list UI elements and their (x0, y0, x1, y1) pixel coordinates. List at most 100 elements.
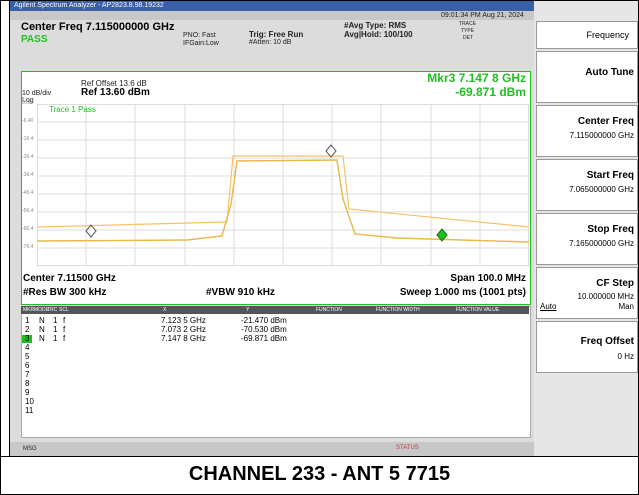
table-cell: 5 (25, 352, 30, 361)
auto-tune: Auto Tune (585, 67, 634, 78)
center: Center 7.11500 GHz (23, 273, 116, 284)
table-cell: 10 (25, 397, 34, 406)
center-freq-label: Center Freq (577, 116, 634, 127)
y-axis-label: -66.4 (22, 226, 34, 232)
y-axis-label: 3.60 (22, 100, 32, 106)
msg: MSG (23, 446, 37, 452)
datetime: 09:01:34 PM Aug 21, 2024 (441, 12, 524, 19)
center-freq-value: 7.115000000 GHz (569, 131, 634, 140)
trace-plot (37, 104, 529, 266)
table-cell: 7.123 5 GHz (161, 316, 206, 325)
table-cell: 1 (53, 334, 58, 343)
selected-row-marker (22, 335, 32, 343)
pno: PNO: Fast (183, 32, 216, 39)
menu-title: Frequency (536, 21, 638, 49)
y-axis-label: -6.40 (22, 118, 34, 124)
marker-freq: Mkr3 7.147 8 GHz (427, 71, 526, 85)
y-axis-label: -56.4 (22, 208, 34, 214)
table-cell: f (63, 316, 66, 325)
table-cell: 1 (53, 316, 58, 325)
toolbar (10, 11, 536, 20)
status: STATUS (396, 445, 419, 451)
table-cell: 2 (25, 325, 30, 334)
marker-2 (85, 224, 97, 238)
table-cell: N (39, 325, 45, 334)
type-label: TYPE (461, 28, 475, 34)
marker-3 (436, 228, 448, 242)
y-axis-label: -46.4 (22, 190, 34, 196)
table-header: X (163, 307, 167, 313)
span: Span 100.0 MHz (450, 273, 526, 284)
auto-tune-button[interactable]: Auto Tune (536, 51, 638, 103)
table-cell: 7.147 8 GHz (161, 334, 206, 343)
cf-step-button[interactable]: CF Step 10.000000 MHz Auto Man (536, 267, 638, 319)
cf-step-value: 10.000000 MHz (577, 292, 634, 301)
freq-offset-button[interactable]: Freq Offset 0 Hz (536, 321, 638, 373)
cf-step-label: CF Step (596, 278, 634, 289)
table-header: FUNCTION VALUE (456, 307, 500, 313)
table-cell: 4 (25, 343, 30, 352)
table-header: FUNCTION (316, 307, 342, 313)
table-cell: 1 (53, 325, 58, 334)
y-axis-label: -26.4 (22, 154, 34, 160)
table-cell: f (63, 325, 66, 334)
table-cell: 1 (25, 316, 30, 325)
start-freq-button[interactable]: Start Freq 7.065000000 GHz (536, 159, 638, 211)
table-cell: 7.073 2 GHz (161, 325, 206, 334)
avg-type: #Avg Type: RMS (344, 21, 407, 30)
table-header: Y (246, 307, 250, 313)
table-cell: N (39, 316, 45, 325)
caption: CHANNEL 233 - ANT 5 7715 (188, 463, 451, 485)
log: Log (22, 97, 34, 104)
table-cell: f (63, 334, 66, 343)
ref-level: Ref 13.60 dBm (81, 87, 150, 98)
table-header: TRC (47, 307, 58, 313)
table-header: MKR (23, 307, 35, 313)
pass: PASS (21, 34, 48, 45)
table-header: FUNCTION WIDTH (376, 307, 420, 313)
rbw: #Res BW 300 kHz (23, 287, 107, 298)
vbw: #VBW 910 kHz (206, 287, 275, 298)
table-cell: -21.470 dBm (241, 316, 287, 325)
stop-freq-button[interactable]: Stop Freq 7.165000000 GHz (536, 213, 638, 265)
marker-table-header (21, 306, 529, 314)
menu-title-text: Frequency (586, 30, 629, 40)
marker-level: -69.871 dBm (455, 85, 526, 99)
sweep: Sweep 1.000 ms (1001 pts) (399, 287, 526, 298)
y-axis-label: -76.4 (22, 244, 34, 250)
atten: #Atten: 10 dB (249, 39, 292, 46)
grid (37, 104, 529, 266)
y-axis-label: -36.4 (22, 172, 34, 178)
marker-1 (325, 144, 337, 158)
table-header: SCL (59, 307, 69, 313)
ifgain: IFGain:Low (183, 40, 219, 47)
scale: 10 dB/div (22, 90, 52, 97)
freq-offset-label: Freq Offset (580, 336, 634, 347)
table-header: MODE (34, 307, 49, 313)
table-cell: N (39, 334, 45, 343)
trace-status: Trace 1 Pass (49, 105, 96, 114)
table-cell: 6 (25, 361, 30, 370)
table-cell: -70.530 dBm (241, 325, 287, 334)
frame-line (1, 456, 638, 457)
start-freq-value: 7.065000000 GHz (569, 185, 634, 194)
avg-hold: Avg|Hold: 100/100 (344, 30, 413, 39)
limit-line (37, 155, 529, 228)
table-cell: 9 (25, 388, 30, 397)
marker-table (21, 306, 531, 438)
table-cell: 7 (25, 370, 30, 379)
trace (37, 159, 529, 243)
man: Man (618, 302, 634, 311)
frame-line (9, 1, 10, 456)
center-freq-button[interactable]: Center Freq 7.115000000 GHz (536, 105, 638, 157)
auto: Auto (540, 302, 557, 311)
table-cell: 3 (25, 334, 30, 343)
y-axis-label: -16.4 (22, 136, 34, 142)
stop-freq-label: Stop Freq (587, 224, 634, 235)
trig: Trig: Free Run (249, 30, 304, 39)
title-bar: Agilent Spectrum Analyzer - AP2823.8.98.… (10, 1, 540, 11)
start-freq-label: Start Freq (586, 170, 634, 181)
status-bar (10, 442, 536, 456)
table-cell: -69.871 dBm (241, 334, 287, 343)
